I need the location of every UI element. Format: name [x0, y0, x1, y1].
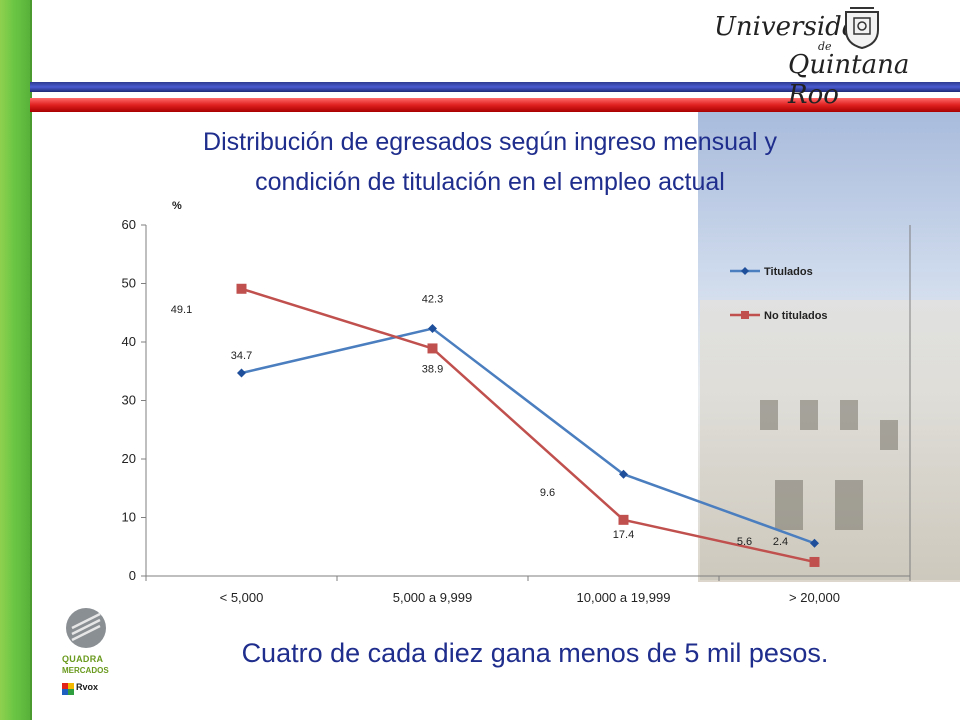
- data-point-marker: [237, 368, 246, 378]
- data-label: 34.7: [231, 350, 252, 362]
- data-label: 9.6: [540, 487, 555, 499]
- header-stripe-red: [30, 98, 960, 112]
- data-point-marker: [618, 514, 629, 525]
- quadra-globe-icon: [66, 608, 106, 648]
- y-tick-label: 10: [122, 510, 136, 525]
- slide-caption: Cuatro de cada diez gana menos de 5 mil …: [241, 638, 829, 668]
- building-window: [880, 420, 898, 450]
- y-axis-label: %: [172, 200, 182, 212]
- left-accent-bar: [0, 0, 32, 720]
- x-tick-label: 10,000 a 19,999: [577, 590, 671, 605]
- data-label: 5.6: [737, 536, 752, 548]
- rvox-cube-icon: [62, 683, 74, 695]
- y-tick-label: 0: [129, 568, 136, 583]
- background-building: [700, 300, 960, 580]
- y-tick-label: 60: [122, 217, 136, 232]
- data-point-marker: [427, 343, 438, 354]
- data-label: 49.1: [171, 304, 192, 316]
- logo-text-quintana-roo: Quintana Roo: [788, 50, 910, 110]
- data-point-marker: [810, 538, 819, 548]
- building-arch: [775, 480, 803, 530]
- y-tick-label: 40: [122, 334, 136, 349]
- legend-label: Titulados: [764, 266, 813, 278]
- slide-title-line2: condición de titulación en el empleo act…: [255, 168, 725, 196]
- data-label: 42.3: [422, 294, 443, 306]
- x-tick-label: > 20,000: [789, 590, 840, 605]
- data-point-marker: [619, 469, 628, 479]
- logo-text-de: de: [818, 40, 832, 53]
- legend-label: No titulados: [764, 310, 828, 322]
- y-tick-label: 30: [122, 393, 136, 408]
- university-logo: Universidad de Quintana Roo: [700, 4, 950, 110]
- data-label: 38.9: [422, 363, 443, 375]
- data-point-marker: [236, 283, 247, 294]
- y-tick-label: 50: [122, 276, 136, 291]
- building-window: [760, 400, 778, 430]
- rvox-text: Rvox: [76, 682, 99, 692]
- x-tick-label: < 5,000: [220, 590, 264, 605]
- x-tick-label: 5,000 a 9,999: [393, 590, 473, 605]
- building-window: [800, 400, 818, 430]
- slide-title: Distribución de egresados según ingreso …: [60, 122, 920, 202]
- data-point-marker: [809, 556, 820, 567]
- y-tick-label: 20: [122, 451, 136, 466]
- header-stripe-blue: [30, 82, 960, 92]
- data-label: 2.4: [773, 536, 788, 548]
- data-point-marker: [428, 324, 437, 334]
- series-line-no-titulados: [241, 287, 815, 564]
- university-crest-icon: [845, 7, 879, 50]
- data-label: 17.4: [613, 529, 634, 541]
- series-line-titulados: [241, 327, 815, 545]
- slide-title-line1: Distribución de egresados según ingreso …: [203, 128, 777, 156]
- line-chart: 0 10 20 30 40 50 60% < 5,000 5,000 a 9,999 10,000…: [122, 200, 911, 605]
- legend-marker: [741, 267, 749, 275]
- legend-marker: [741, 311, 749, 319]
- quadra-mercados-logo: QUADRA MERCADOS Rvox: [58, 606, 120, 700]
- quadra-text: QUADRA: [62, 654, 104, 664]
- building-window: [840, 400, 858, 430]
- mercados-text: MERCADOS: [62, 666, 109, 675]
- building-arch: [835, 480, 863, 530]
